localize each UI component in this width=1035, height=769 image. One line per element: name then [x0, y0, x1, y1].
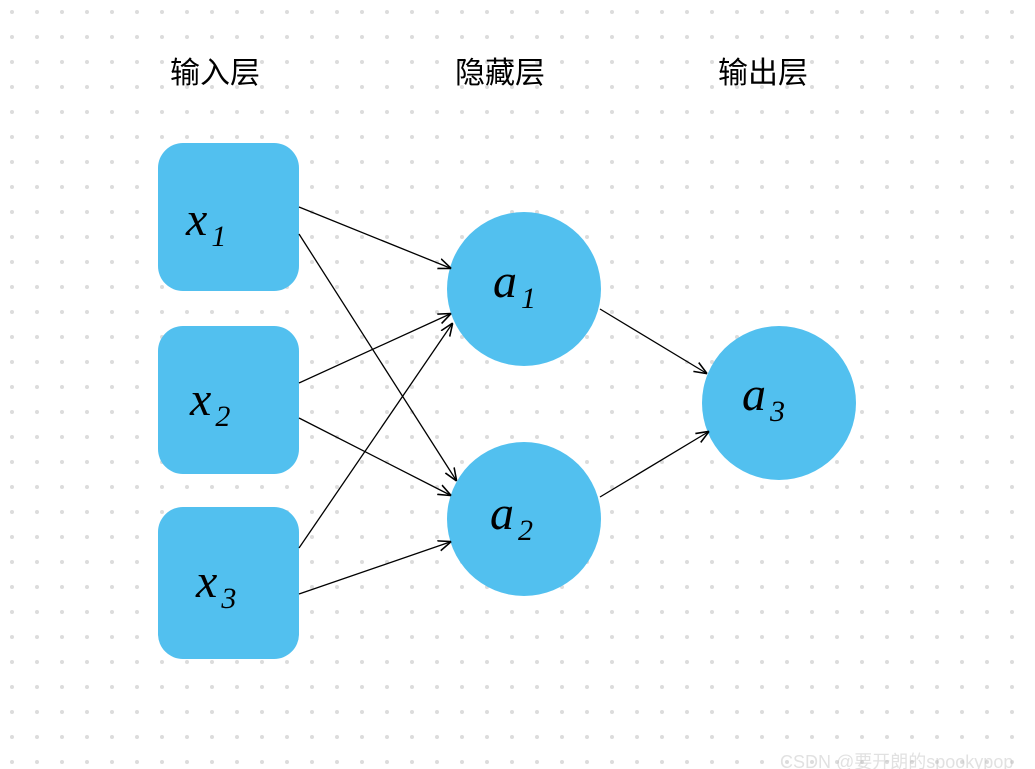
header-output-layer: 输出层 — [718, 48, 808, 92]
node-x2 — [158, 326, 299, 474]
diagram-canvas: { "canvas": { "width": 1035, "height": 7… — [0, 0, 1035, 769]
node-a2 — [447, 442, 601, 596]
node-x1 — [158, 143, 299, 291]
header-hidden-layer: 隐藏层 — [455, 48, 545, 92]
watermark-text: CSDN @要开朗的spookypop — [780, 748, 1013, 769]
header-input-layer: 输入层 — [170, 48, 260, 92]
node-a3 — [702, 326, 856, 480]
node-a1 — [447, 212, 601, 366]
node-x3 — [158, 507, 299, 659]
svg-layer — [0, 0, 1035, 769]
